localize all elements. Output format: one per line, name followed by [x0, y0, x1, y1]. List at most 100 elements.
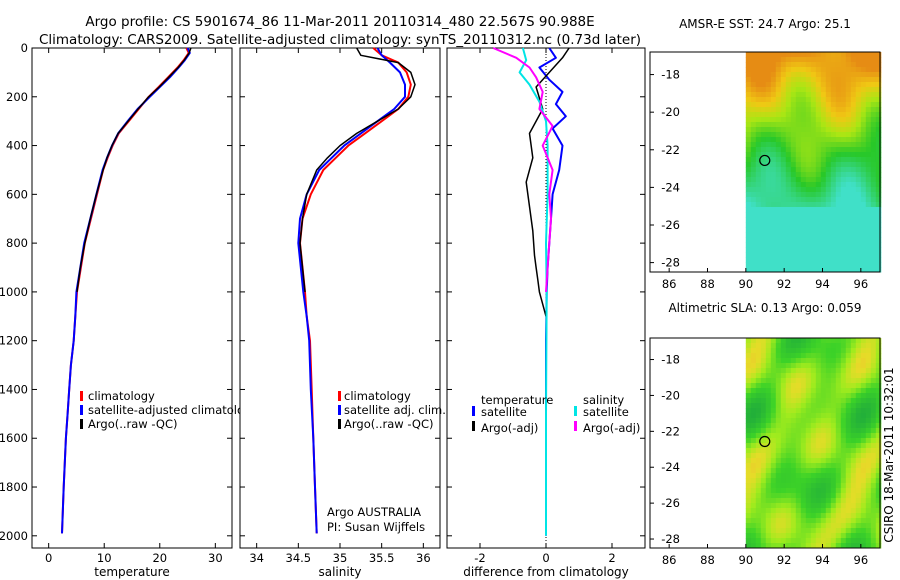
map-cell: [840, 448, 847, 454]
map-cell: [825, 373, 832, 379]
map-cell: [860, 358, 867, 364]
map-cell: [830, 428, 837, 434]
map-cell: [825, 443, 832, 449]
legend-swatch: [80, 391, 83, 401]
map-cell: [845, 182, 852, 188]
map-cell: [770, 157, 777, 163]
map-cell: [845, 132, 852, 138]
map-cell: [750, 403, 757, 409]
map-cell: [760, 132, 767, 138]
map-cell: [755, 388, 762, 394]
map-cell: [845, 57, 852, 63]
map-cell: [765, 97, 772, 103]
map-cell: [870, 508, 877, 514]
map-cell: [750, 162, 757, 168]
map-cell: [795, 478, 802, 484]
map-cell: [820, 503, 827, 509]
map-cell: [790, 488, 797, 494]
map-cell: [775, 137, 782, 143]
map-cell: [860, 157, 867, 163]
map-cell: [790, 438, 797, 444]
map-cell: [800, 413, 807, 419]
map-cell: [865, 157, 872, 163]
map-cell: [860, 152, 867, 158]
map-cell: [855, 142, 862, 148]
map-cell: [765, 378, 772, 384]
legend-swatch: [80, 419, 83, 429]
y-tick-label: -20: [661, 105, 680, 119]
map-cell: [775, 77, 782, 83]
map-cell: [750, 533, 757, 539]
map-cell: [805, 458, 812, 464]
map-cell: [745, 77, 752, 83]
map-cell: [815, 147, 822, 153]
map-cell: [750, 77, 757, 83]
map-cell: [825, 483, 832, 489]
map-cell: [865, 498, 872, 504]
map-cell: [840, 252, 847, 258]
map-cell: [870, 197, 877, 203]
map-cell: [770, 358, 777, 364]
map-cell: [815, 488, 822, 494]
map-cell: [805, 157, 812, 163]
map-cell: [830, 533, 837, 539]
map-cell: [800, 383, 807, 389]
map-cell: [745, 57, 752, 63]
map-cell: [800, 378, 807, 384]
map-cell: [870, 428, 877, 434]
map-cell: [785, 423, 792, 429]
map-cell: [795, 232, 802, 238]
map-cell: [745, 498, 752, 504]
map-cell: [750, 142, 757, 148]
map-cell: [790, 157, 797, 163]
map-cell: [875, 222, 882, 228]
map-cell: [850, 217, 857, 223]
map-cell: [805, 62, 812, 68]
map-cell: [785, 112, 792, 118]
map-cell: [840, 363, 847, 369]
map-cell: [760, 523, 767, 529]
map-cell: [850, 438, 857, 444]
map-cell: [835, 202, 842, 208]
map-cell: [830, 493, 837, 499]
map-cell: [765, 468, 772, 474]
map-cell: [845, 403, 852, 409]
map-cell: [870, 423, 877, 429]
map-cell: [795, 438, 802, 444]
map-cell: [780, 247, 787, 253]
map-cell: [875, 117, 882, 123]
map-cell: [780, 523, 787, 529]
map-cell: [860, 433, 867, 439]
map-cell: [845, 267, 852, 273]
map-cell: [865, 453, 872, 459]
map-cell: [835, 242, 842, 248]
map-cell: [840, 237, 847, 243]
map-cell: [755, 538, 762, 544]
map-cell: [845, 413, 852, 419]
map-cell: [840, 177, 847, 183]
map-cell: [820, 463, 827, 469]
map-cell: [830, 132, 837, 138]
map-cell: [850, 192, 857, 198]
map-cell: [790, 383, 797, 389]
map-cell: [795, 503, 802, 509]
map-cell: [830, 227, 837, 233]
map-cell: [755, 443, 762, 449]
map-cell: [810, 503, 817, 509]
map-cell: [830, 162, 837, 168]
map-cell: [785, 102, 792, 108]
map-cell: [870, 353, 877, 359]
map-cell: [855, 428, 862, 434]
map-cell: [830, 77, 837, 83]
map-cell: [765, 187, 772, 193]
map-cell: [755, 162, 762, 168]
map-cell: [825, 82, 832, 88]
map-cell: [775, 358, 782, 364]
map-cell: [795, 428, 802, 434]
map-cell: [750, 493, 757, 499]
map-cell: [815, 207, 822, 213]
map-cell: [825, 543, 832, 549]
map-cell: [820, 267, 827, 273]
map-cell: [795, 418, 802, 424]
map-cell: [875, 373, 882, 379]
